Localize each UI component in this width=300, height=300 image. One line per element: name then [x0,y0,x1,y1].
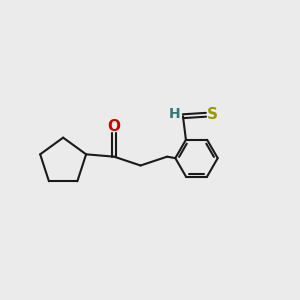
Text: O: O [108,118,121,134]
Text: H: H [168,107,180,121]
Text: S: S [207,107,218,122]
